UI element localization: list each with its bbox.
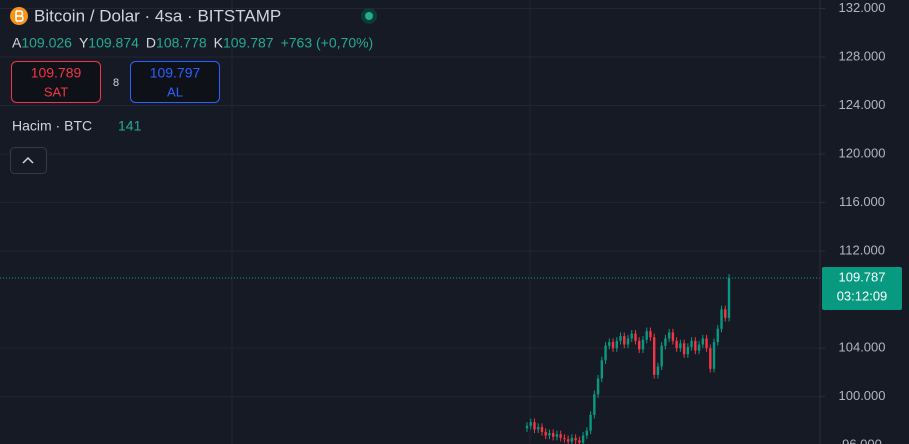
- candle-body: [686, 346, 690, 355]
- candle-body: [656, 366, 660, 375]
- price-tag-value: 109.787: [839, 269, 886, 284]
- ohlc-value: 109.787: [223, 35, 274, 51]
- candle-body: [667, 332, 671, 339]
- collapse-button[interactable]: [10, 147, 47, 174]
- ohlc-legend: A 109.026 Y 109.874 D 108.778 K 109.787 +763 (+0…: [12, 35, 373, 51]
- candle-body: [724, 309, 727, 318]
- candle-body: [645, 331, 648, 340]
- candle-body: [626, 338, 630, 345]
- candle-body: [544, 431, 547, 436]
- y-tick-label: 120.000: [839, 146, 886, 161]
- candle-body: [694, 340, 697, 351]
- volume-label[interactable]: Hacim · BTC: [12, 118, 92, 134]
- candle-body: [593, 394, 596, 415]
- candle-body: [600, 360, 604, 379]
- price-tag-countdown: 03:12:09: [837, 288, 888, 303]
- buy-label: AL: [167, 84, 183, 99]
- candle-body: [540, 427, 544, 432]
- candle-body: [548, 433, 551, 436]
- candle-body: [611, 342, 615, 349]
- candle-body: [634, 333, 637, 341]
- candle-body: [589, 414, 592, 431]
- candle-body: [664, 338, 667, 346]
- candle-body: [563, 437, 566, 440]
- candle-body: [671, 332, 675, 341]
- candle-body: [641, 339, 645, 350]
- sell-price: 109.789: [31, 65, 82, 81]
- candle-body: [727, 277, 731, 318]
- spread: 8: [113, 77, 119, 89]
- change: +763 (+0,70%): [281, 35, 374, 51]
- y-tick-label: 128.000: [839, 48, 886, 63]
- candle-body: [574, 437, 577, 441]
- candle-body: [570, 437, 574, 442]
- candle-body: [701, 338, 705, 345]
- buy-button[interactable]: [130, 61, 220, 103]
- ohlc-value: 108.778: [156, 35, 207, 51]
- ohlc-key: K: [214, 35, 224, 51]
- sell-label: SAT: [44, 84, 68, 99]
- y-tick-label: 96.000: [842, 437, 882, 444]
- candle-body: [630, 333, 633, 339]
- candle-body: [697, 344, 701, 351]
- candle-body: [720, 309, 723, 329]
- ohlc-value: 109.026: [21, 35, 72, 51]
- candle-body: [604, 345, 607, 361]
- candle-body: [608, 342, 611, 346]
- ohlc-key: A: [12, 35, 22, 51]
- y-tick-label: 112.000: [839, 243, 885, 258]
- candle-body: [525, 425, 529, 429]
- candle-body: [623, 336, 626, 345]
- candle-body: [649, 331, 652, 338]
- candle-body: [638, 340, 641, 350]
- candle-body: [652, 337, 656, 375]
- status-dot: [365, 12, 373, 20]
- chevron-icon: [22, 156, 34, 164]
- candle-body: [690, 340, 693, 347]
- y-tick-label: 116.000: [839, 194, 885, 209]
- candle-body: [619, 336, 622, 341]
- candle-body: [660, 345, 663, 367]
- candle-body: [615, 340, 618, 349]
- y-tick-label: 132.000: [839, 0, 886, 15]
- y-tick-label: 100.000: [839, 388, 886, 403]
- ohlc-key: Y: [79, 35, 89, 51]
- candle-body: [585, 430, 589, 436]
- candle-body: [675, 340, 678, 349]
- candle-body: [529, 422, 532, 426]
- sell-button[interactable]: [11, 61, 101, 103]
- ohlc-value: 109.874: [88, 35, 139, 51]
- candle-body: [682, 343, 686, 355]
- volume-value: 141: [118, 118, 142, 134]
- y-tick-label: 104.000: [839, 340, 886, 355]
- candle-body: [551, 433, 555, 437]
- buy-price: 109.797: [150, 65, 201, 81]
- price-axis: 132.000 128.000 124.000 120.000 116.000 112.0…: [820, 0, 902, 444]
- candle-body: [555, 434, 559, 437]
- price-tag: [822, 266, 902, 310]
- candle-body: [559, 434, 562, 438]
- ohlc-key: D: [146, 35, 156, 51]
- y-tick-label: 124.000: [839, 97, 886, 112]
- candle-body: [578, 440, 581, 443]
- coin-glyph: [15, 10, 24, 22]
- candle-body: [679, 343, 682, 349]
- candle-body: [709, 348, 712, 369]
- candle-body: [712, 342, 716, 369]
- candle-body: [533, 422, 536, 430]
- candle-body: [566, 439, 570, 442]
- candle-body: [705, 338, 708, 349]
- grid: [0, 0, 820, 444]
- candle-body: [716, 328, 719, 343]
- candle-body: [537, 427, 540, 430]
- plot-area: [0, 274, 820, 444]
- symbol-title[interactable]: Bitcoin / Dolar · 4sa · BITSTAMP: [34, 6, 281, 25]
- candle-body: [581, 435, 585, 443]
- candle-body: [596, 378, 600, 395]
